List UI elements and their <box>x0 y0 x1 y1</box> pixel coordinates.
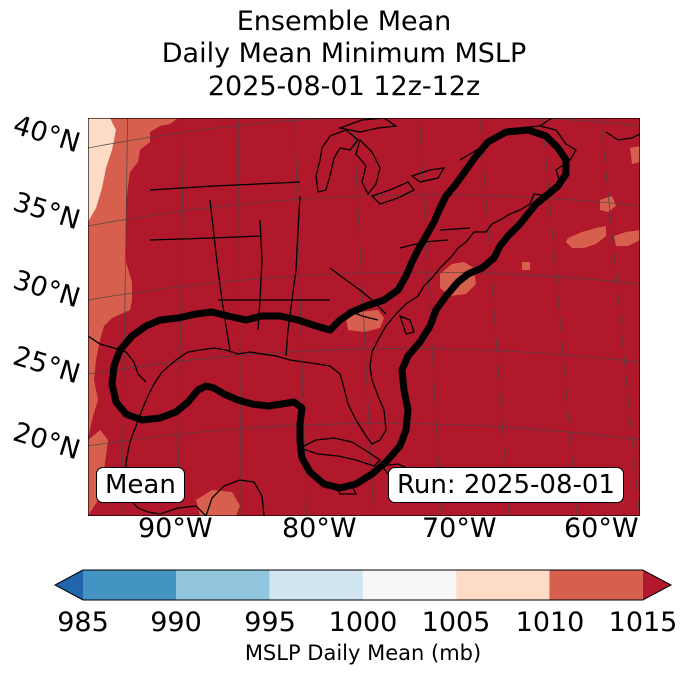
field-1005-1010-gulfstream <box>346 310 384 332</box>
field-1005-1010-east-d <box>630 146 640 164</box>
colorbar-segment-1000-1005 <box>362 570 457 600</box>
colorbar-tick-1000: 1000 <box>328 607 398 638</box>
field-1005-1010-east-c <box>614 230 640 246</box>
colorbar-segment-995-1000 <box>269 570 363 600</box>
colorbar-segment-1010-1015 <box>549 570 643 600</box>
colorbar-extend-low <box>55 570 83 600</box>
colorbar-tick-990: 990 <box>150 607 202 638</box>
title-line-2: Daily Mean Minimum MSLP <box>161 38 527 69</box>
colorbar-label: MSLP Daily Mean (mb) <box>244 641 482 665</box>
colorbar <box>53 569 673 601</box>
field-1005-1010-east-a <box>566 226 606 248</box>
lon-label-80w: 80°W <box>282 513 357 544</box>
colorbar-tick-1015: 1015 <box>608 607 678 638</box>
mean-label-box: Mean <box>96 467 185 503</box>
field-1005-1010-east-b <box>600 196 616 212</box>
lon-label-90w: 90°W <box>138 513 213 544</box>
map-panel <box>88 118 640 516</box>
field-1005-1010-dot <box>522 262 530 270</box>
colorbar-tick-985: 985 <box>57 607 109 638</box>
run-date-box: Run: 2025-08-01 <box>388 467 624 503</box>
parallels <box>88 118 640 447</box>
colorbar-segment-985-990 <box>83 570 177 600</box>
title-line-3: 2025-08-01 12z-12z <box>207 71 481 102</box>
colorbar-segment-990-995 <box>176 570 270 600</box>
colorbar-tick-995: 995 <box>244 607 296 638</box>
colorbar-tick-1005: 1005 <box>421 607 491 638</box>
title-line-1: Ensemble Mean <box>236 6 452 37</box>
colorbar-tick-1010: 1010 <box>515 607 585 638</box>
field-1005-1010-yucatan <box>196 490 240 516</box>
colorbar-extend-high <box>642 570 671 600</box>
pressure-contour <box>108 126 570 492</box>
lon-label-60w: 60°W <box>564 513 639 544</box>
colorbar-segment-1005-1010 <box>456 570 550 600</box>
coastlines <box>88 118 640 516</box>
lon-label-70w: 70°W <box>422 513 497 544</box>
colorbar-outline <box>53 569 673 601</box>
field-1005-1010-west <box>88 118 178 440</box>
